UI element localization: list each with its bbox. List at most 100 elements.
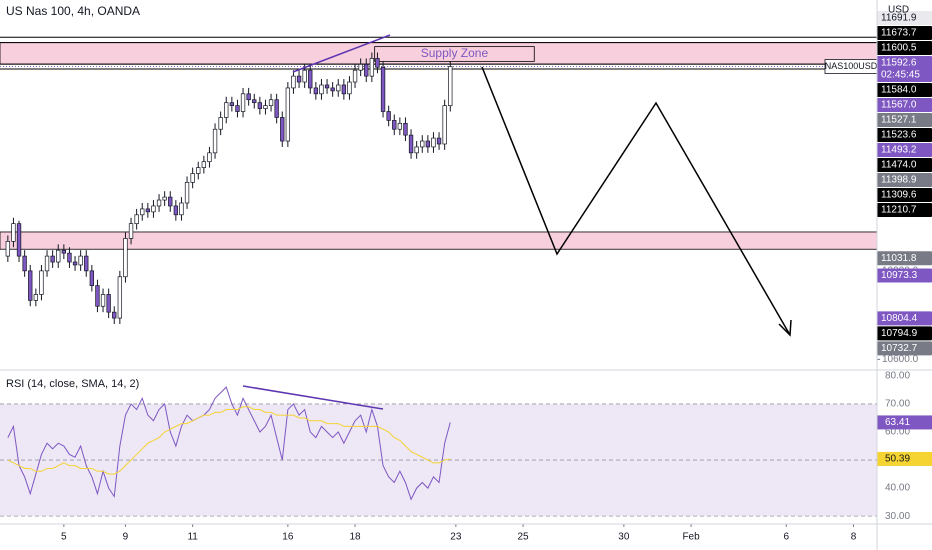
candle-body: [78, 255, 83, 266]
candle-body: [296, 75, 302, 83]
candle-body: [56, 249, 61, 263]
rsi-tag-label: 50.39: [885, 454, 910, 465]
candle-body: [448, 66, 453, 106]
candle-body: [128, 223, 134, 239]
rsi-line: [7, 386, 451, 501]
x-tick-label: 30: [618, 532, 630, 543]
x-tick-label: 9: [123, 532, 129, 543]
price-tag: [877, 82, 932, 97]
candle-body: [106, 294, 111, 313]
countdown: 02:45:45: [881, 70, 920, 81]
candle-body: [341, 84, 347, 95]
candle-body: [72, 261, 78, 266]
price-tag: [877, 40, 932, 55]
price-tag: [877, 326, 932, 341]
price-tag-label: 11031.8: [881, 253, 917, 264]
price-tag: [877, 11, 932, 25]
x-tick-label: Feb: [682, 532, 700, 543]
price-tag-label: 10804.4: [881, 313, 918, 324]
price-tag-label: 11673.7: [881, 28, 917, 39]
rsi-tick-label: 30.00: [885, 511, 910, 522]
projection-path: [481, 66, 791, 336]
candle-body: [313, 87, 319, 95]
price-tag: [877, 157, 932, 172]
chart-title: US Nas 100, 4h, OANDA: [6, 4, 140, 18]
candle-body: [386, 111, 391, 121]
price-tag-label: 11584.0: [881, 85, 917, 96]
candle-body: [364, 63, 369, 77]
candle-body: [375, 58, 380, 68]
candle-body: [263, 105, 268, 109]
price-tag-label: 11691.9: [881, 13, 917, 24]
candle-body: [246, 93, 251, 101]
price-tag-label: 10732.7: [881, 343, 918, 354]
rsi-tick-label: 60.00: [885, 427, 910, 438]
candle-body: [112, 311, 117, 319]
candle-body: [50, 255, 55, 263]
candle-body: [190, 173, 195, 183]
candle-body: [162, 196, 167, 201]
candle-body: [84, 255, 89, 272]
price-tag-label: 11309.6: [881, 190, 917, 201]
candle-body: [28, 270, 33, 301]
price-tag-label: 11600.5: [881, 43, 917, 54]
candle-body: [201, 161, 207, 168]
x-tick-label: 18: [349, 532, 361, 543]
candle-body: [420, 140, 425, 148]
candle-body: [257, 102, 263, 109]
rsi-tag: [877, 451, 932, 466]
rsi-line: [7, 406, 451, 475]
candle-body: [302, 69, 307, 83]
rsi-tag-label: 63.41: [885, 417, 910, 428]
candle-body: [145, 208, 151, 213]
candle-body: [89, 270, 95, 286]
price-tag: [877, 97, 932, 112]
price-tag: [877, 311, 932, 326]
candle-body: [336, 84, 341, 92]
price-tag: [877, 172, 932, 187]
price-tag: [877, 187, 932, 202]
price-tag: [877, 251, 932, 266]
price-tag: [877, 112, 932, 127]
candle-body: [240, 93, 246, 112]
candle-body: [397, 122, 403, 130]
price-tag: [877, 127, 932, 142]
price-tag-label: 10794.9: [881, 328, 918, 339]
price-tag-label: 11523.6: [881, 130, 917, 141]
candle-body: [16, 223, 22, 257]
candle-body: [156, 199, 162, 207]
currency: USD: [888, 5, 909, 16]
candle-body: [324, 84, 330, 89]
candle-body: [134, 214, 139, 225]
candle-body: [39, 270, 44, 295]
candle-body: [123, 238, 128, 278]
price-tag-label: 11474.0: [881, 160, 917, 171]
candle-body: [274, 99, 279, 118]
candle-body: [95, 285, 100, 307]
candle-body: [179, 202, 184, 216]
price-tag: [877, 341, 932, 356]
price-tag-label: 11210.7: [881, 205, 917, 216]
arrow-head: [778, 319, 792, 337]
supply-zone-label: Supply Zone: [421, 46, 489, 60]
price-tag-label: 11567.0: [881, 100, 917, 111]
candle-body: [117, 276, 123, 319]
x-tick-label: 6: [783, 532, 789, 543]
candle-body: [151, 205, 156, 213]
candle-body: [5, 241, 11, 257]
candle-body: [330, 87, 335, 92]
candle-body: [285, 87, 291, 142]
candle-body: [280, 117, 285, 142]
rsi-divergence-line: [242, 385, 384, 410]
candle-body: [224, 102, 229, 118]
candle-body: [358, 63, 363, 71]
candle-body: [380, 66, 386, 112]
candle-body: [44, 255, 50, 272]
x-tick-label: 8: [851, 532, 857, 543]
candle-body: [431, 137, 436, 148]
candle-body: [252, 99, 257, 104]
candle-body: [352, 69, 358, 83]
x-tick-label: 16: [282, 532, 294, 543]
candle-body: [229, 102, 235, 106]
candle-body: [392, 120, 397, 130]
